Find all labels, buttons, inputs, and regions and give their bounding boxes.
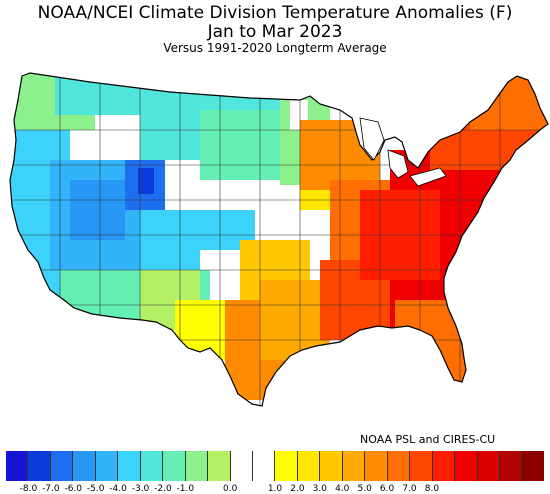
legend-swatch	[163, 451, 186, 481]
legend-swatch	[95, 451, 119, 481]
map-title: NOAA/NCEI Climate Division Temperature A…	[37, 3, 513, 23]
legend-swatch	[342, 451, 366, 481]
map-subtitle: Versus 1991-2020 Longterm Average	[163, 41, 387, 55]
legend-swatch	[230, 451, 253, 481]
legend-swatch	[185, 451, 209, 481]
legend-tick-label: 2.0	[290, 484, 305, 494]
legend-tick-label: 5.0	[357, 484, 372, 494]
legend-swatch	[455, 451, 478, 481]
legend-tick-label: 7.0	[402, 484, 417, 494]
legend-swatch	[118, 451, 141, 481]
legend-swatch	[410, 451, 433, 481]
map-period: Jan to Mar 2023	[207, 22, 343, 42]
legend-tick-label: -5.0	[86, 484, 105, 494]
legend-tick-label: 6.0	[379, 484, 395, 494]
legend-tick-label: -1.0	[176, 484, 195, 494]
us-anomaly-map	[9, 72, 549, 407]
legend-swatch	[432, 451, 456, 481]
legend-tick-label: -6.0	[64, 484, 83, 494]
legend-swatch	[365, 451, 388, 481]
legend-swatch	[320, 451, 343, 481]
legend-tick-label: -8.0	[19, 484, 38, 494]
legend-tick-label: 1.0	[267, 484, 283, 494]
legend-swatch	[387, 451, 411, 481]
legend-tick-label: -4.0	[109, 484, 127, 494]
legend-ticks: -8.0 -7.0 -6.0 -5.0 -4.0 -3.0 -2.0 -1.0 0.0 1.0 2.…	[6, 484, 544, 494]
legend-swatch	[297, 451, 321, 481]
legend-swatch	[208, 451, 231, 481]
legend-colorbar	[6, 451, 544, 481]
legend-tick-label: -7.0	[42, 484, 60, 494]
legend-swatch	[522, 451, 544, 481]
legend-tick-label: -2.0	[154, 484, 172, 494]
legend-tick-label: -3.0	[131, 484, 150, 494]
legend-swatch	[275, 451, 298, 481]
legend-swatch	[252, 451, 276, 481]
legend-swatch	[140, 451, 164, 481]
legend-swatch	[477, 451, 500, 481]
legend-tick-label: 0.0	[222, 484, 238, 494]
legend-swatch	[6, 451, 29, 481]
legend-tick-label: 3.0	[312, 484, 327, 494]
legend-tick-label: 4.0	[335, 484, 350, 494]
legend-swatch	[73, 451, 96, 481]
legend-swatch	[499, 451, 523, 481]
credit-label: NOAA PSL and CIRES-CU	[360, 433, 496, 446]
legend-swatch	[50, 451, 74, 481]
legend-swatch	[28, 451, 51, 481]
legend-tick-label: 8.0	[424, 484, 440, 494]
